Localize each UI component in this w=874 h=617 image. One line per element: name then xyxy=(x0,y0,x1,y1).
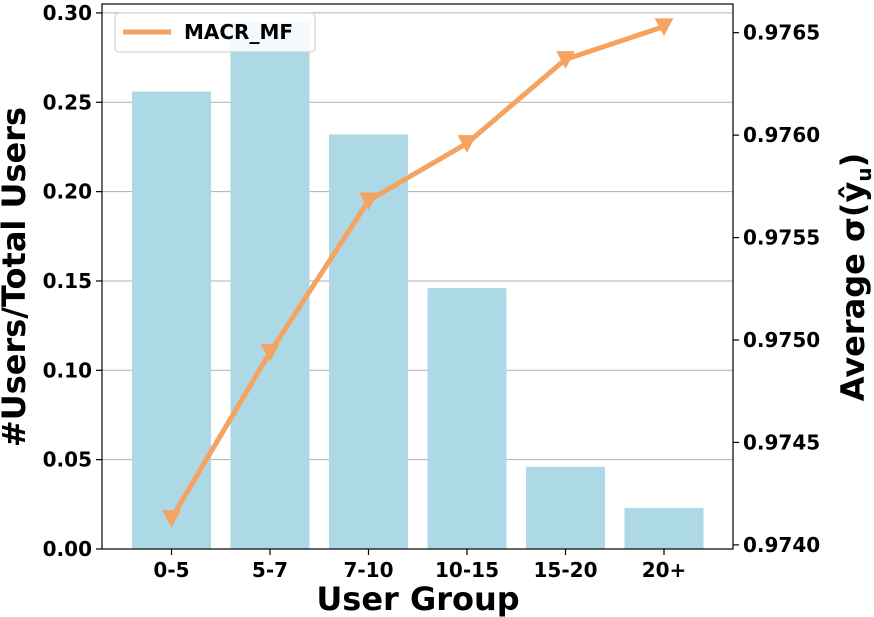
right-y-axis-label-suffix: ) xyxy=(834,153,872,168)
x-tick-label: 10-15 xyxy=(435,558,499,582)
bar-10-15 xyxy=(427,288,507,549)
x-tick-label: 7-10 xyxy=(343,558,393,582)
right-tick-label: 0.9745 xyxy=(743,430,820,454)
legend-box xyxy=(114,12,316,53)
marker-15-20 xyxy=(556,51,575,69)
left-tick-label: 0.20 xyxy=(43,180,92,204)
right-tick-label: 0.9760 xyxy=(743,123,820,147)
line-series xyxy=(162,18,674,528)
legend-label-macr-mf: MACR_MF xyxy=(184,20,293,44)
left-tick-label: 0.30 xyxy=(43,1,92,25)
marker-10-15 xyxy=(457,135,477,153)
bar-20+ xyxy=(624,507,704,549)
right-y-axis-label: Average σ(ŷu) xyxy=(834,153,874,402)
left-tick-label: 0.10 xyxy=(43,358,92,382)
x-tick-label: 0-5 xyxy=(153,558,189,582)
legend: MACR_MF xyxy=(114,12,316,53)
left-tick-label: 0.25 xyxy=(43,90,92,114)
bar-0-5 xyxy=(132,91,211,550)
marker-0-5 xyxy=(162,510,181,528)
left-tick-label: 0.00 xyxy=(43,537,92,561)
series-line-macr-mf xyxy=(169,24,665,520)
x-tick-label: 15-20 xyxy=(534,558,598,582)
bar-15-20 xyxy=(526,466,605,549)
right-tick-label: 0.9765 xyxy=(743,21,820,45)
left-tick-label: 0.15 xyxy=(43,269,92,293)
left-tick-label: 0.05 xyxy=(43,448,92,472)
left-y-axis: 0.00 0.05 0.10 0.15 0.20 0.25 0.30 xyxy=(43,1,102,561)
right-y-axis: 0.9740 0.9745 0.9750 0.9755 0.9760 0.9765 xyxy=(733,21,820,557)
right-y-axis-label-subscript: u xyxy=(852,167,874,181)
bar-5-7 xyxy=(230,21,310,550)
x-axis-label: User Group xyxy=(316,580,519,617)
marker-5-7 xyxy=(260,344,280,362)
right-y-axis-label-main: Average σ(ŷ xyxy=(834,181,872,401)
left-y-axis-label: #Users/Total Users xyxy=(0,107,33,447)
x-tick-label: 5-7 xyxy=(252,558,288,582)
plot-frame xyxy=(101,3,734,550)
right-tick-label: 0.9750 xyxy=(743,328,820,352)
x-axis: 0-5 5-7 7-10 10-15 15-20 20+ xyxy=(153,549,686,582)
right-tick-label: 0.9740 xyxy=(743,533,820,557)
marker-7-10 xyxy=(359,192,378,211)
x-tick-label: 20+ xyxy=(642,558,687,582)
right-tick-label: 0.9755 xyxy=(743,226,820,250)
marker-20+ xyxy=(654,18,674,37)
